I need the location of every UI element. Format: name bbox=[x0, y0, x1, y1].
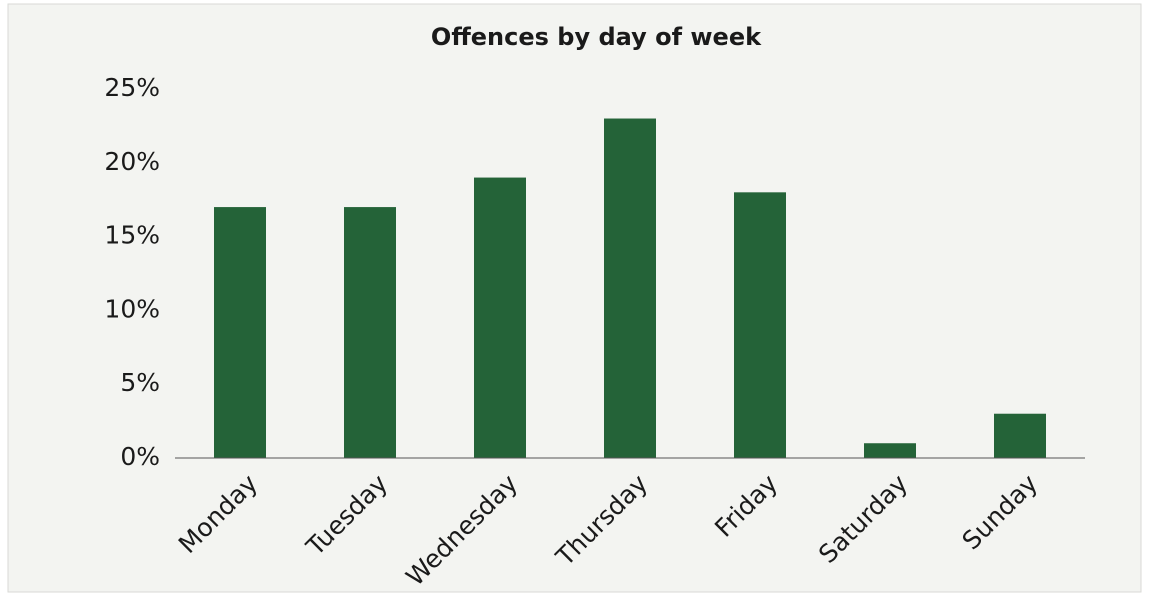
bar bbox=[604, 118, 656, 459]
bar bbox=[734, 192, 786, 458]
y-tick-label: 15% bbox=[104, 221, 160, 250]
y-tick-label: 25% bbox=[104, 73, 160, 102]
chart-title: Offences by day of week bbox=[431, 23, 762, 51]
y-tick-label: 5% bbox=[120, 368, 160, 397]
y-tick-label: 10% bbox=[104, 294, 160, 323]
y-tick-label: 0% bbox=[120, 442, 160, 471]
bar bbox=[214, 207, 266, 458]
chart-background bbox=[7, 3, 1142, 593]
bar bbox=[864, 443, 916, 458]
bar bbox=[344, 207, 396, 458]
bar bbox=[994, 413, 1046, 458]
bar bbox=[474, 177, 526, 458]
y-tick-label: 20% bbox=[104, 147, 160, 176]
